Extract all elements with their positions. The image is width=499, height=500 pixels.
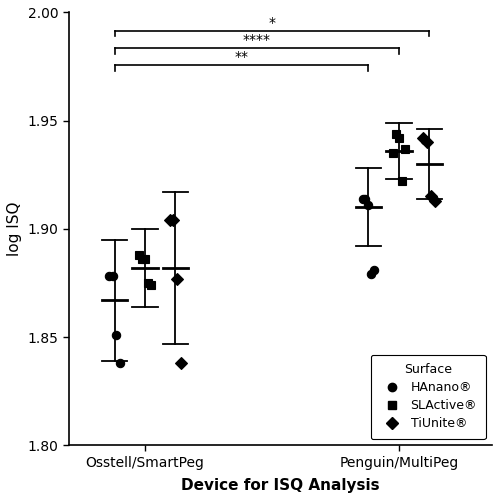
Legend: HAnano®, SLActive®, TiUnite®: HAnano®, SLActive®, TiUnite®	[371, 354, 486, 439]
Text: **: **	[235, 50, 249, 64]
X-axis label: Device for ISQ Analysis: Device for ISQ Analysis	[181, 478, 380, 493]
Y-axis label: log ISQ: log ISQ	[7, 202, 22, 256]
Text: *: *	[268, 16, 275, 30]
Text: ****: ****	[243, 33, 271, 47]
